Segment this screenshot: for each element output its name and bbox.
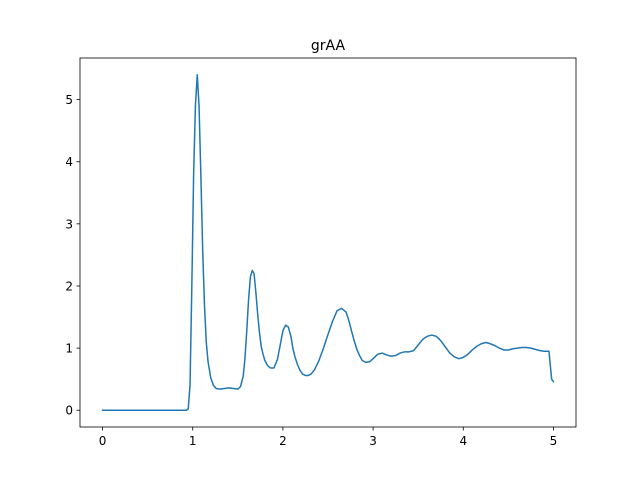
- y-tick-label: 5: [65, 93, 73, 107]
- y-tick-label: 3: [65, 217, 73, 231]
- plot-frame: [79, 57, 577, 428]
- x-tick-label: 5: [550, 434, 558, 448]
- y-tick-label: 4: [65, 155, 73, 169]
- chart-title: grAA: [311, 38, 346, 54]
- y-tick-label: 1: [65, 342, 73, 356]
- x-tick-label: 3: [369, 434, 377, 448]
- axes: 0 1 2 3 4 5 0 1 2 3 4 5: [65, 57, 577, 448]
- x-tick-label: 1: [189, 434, 197, 448]
- plot-area: [101, 74, 555, 411]
- x-tick-label: 4: [459, 434, 467, 448]
- y-tick-label: 0: [65, 404, 73, 418]
- series-line-0: [101, 74, 555, 411]
- x-tick-label: 2: [279, 434, 287, 448]
- x-tick-label: 0: [99, 434, 107, 448]
- y-tick-label: 2: [65, 279, 73, 293]
